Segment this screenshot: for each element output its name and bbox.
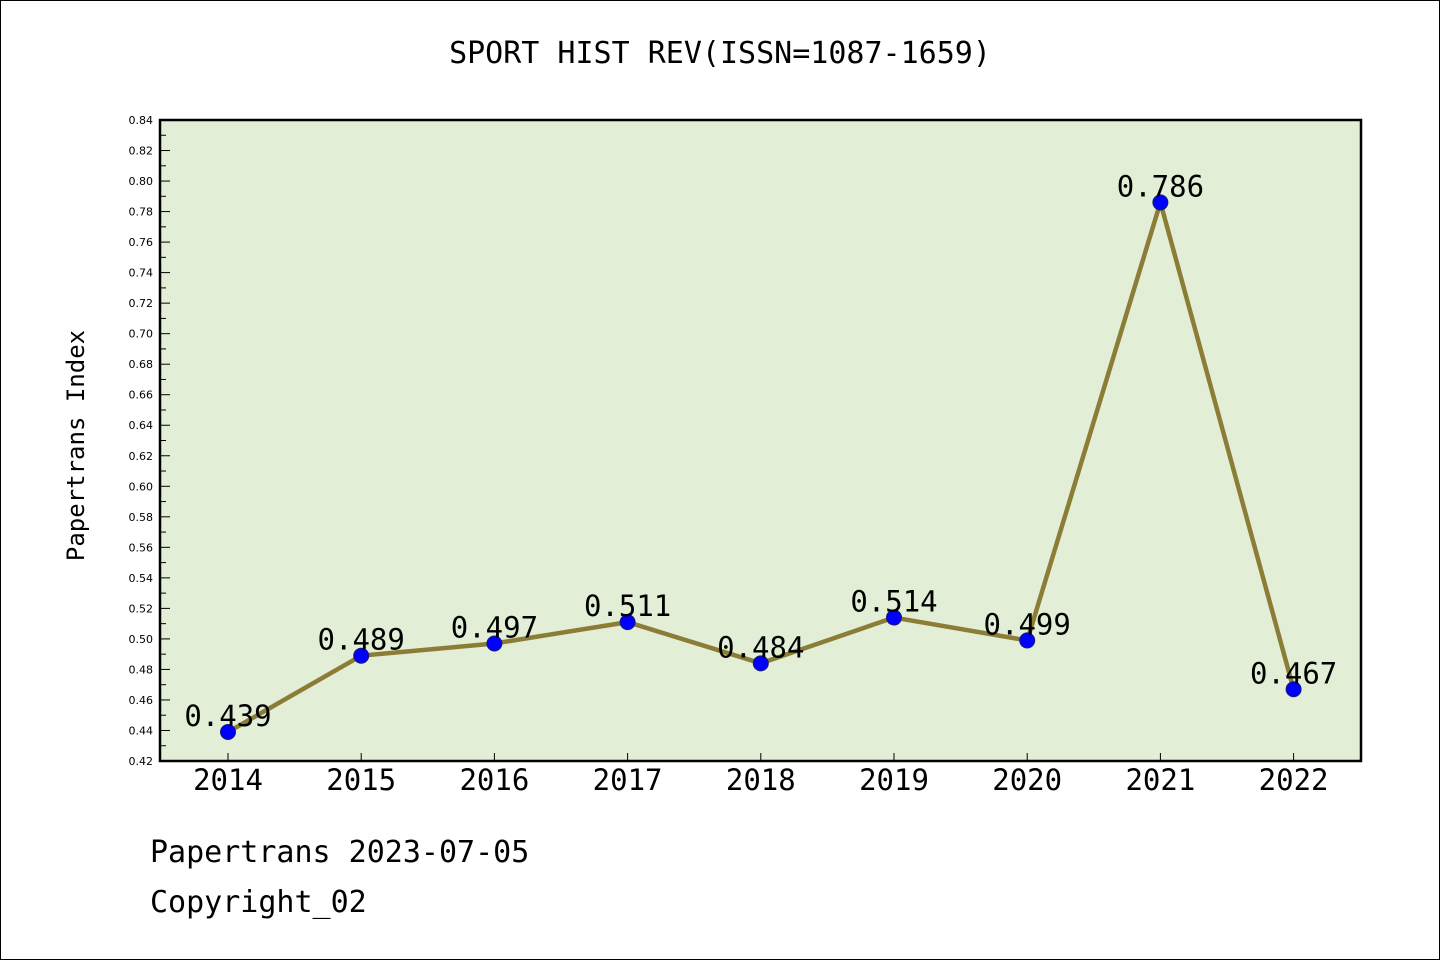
data-point [353, 647, 370, 664]
x-tick-label: 2016 [459, 763, 529, 797]
y-tick-label: 0.70 [129, 328, 154, 341]
data-label: 0.514 [850, 585, 937, 619]
data-label: 0.439 [184, 699, 271, 733]
y-tick-label: 0.66 [129, 389, 154, 402]
y-tick-label: 0.68 [129, 358, 154, 371]
chart-title: SPORT HIST REV(ISSN=1087-1659) [449, 36, 991, 71]
y-tick-label: 0.62 [129, 450, 154, 463]
x-tick-label: 2020 [992, 763, 1062, 797]
y-tick-label: 0.82 [129, 145, 154, 158]
x-tick-label: 2017 [593, 763, 663, 797]
data-point [486, 635, 503, 652]
data-point [619, 614, 636, 631]
y-tick-label: 0.42 [129, 755, 154, 768]
data-point [886, 609, 902, 626]
x-tick-label: 2018 [726, 763, 796, 797]
y-tick-label: 0.76 [129, 236, 154, 249]
x-tick-label: 2014 [193, 763, 263, 797]
y-tick-label: 0.56 [129, 541, 154, 554]
footer-date: Papertrans 2023-07-05 [150, 835, 530, 870]
y-tick-label: 0.84 [129, 114, 154, 127]
data-point [1285, 681, 1302, 698]
y-tick-label: 0.58 [129, 511, 154, 524]
data-label: 0.786 [1117, 169, 1204, 203]
y-tick-label: 0.52 [129, 602, 154, 615]
data-label: 0.499 [984, 607, 1071, 641]
footer-copyright: Copyright_02 [150, 885, 367, 920]
y-tick-label: 0.74 [129, 267, 154, 280]
data-point [752, 655, 769, 672]
y-tick-label: 0.80 [129, 175, 154, 188]
data-point [1152, 194, 1169, 211]
y-tick-label: 0.50 [129, 633, 154, 646]
y-tick-label: 0.48 [129, 663, 154, 676]
data-label: 0.511 [584, 589, 671, 623]
x-tick-label: 2019 [859, 763, 929, 797]
y-tick-label: 0.60 [129, 480, 154, 493]
plot-border [158, 118, 1363, 763]
y-tick-label: 0.72 [129, 297, 154, 310]
y-tick-label: 0.78 [129, 206, 154, 219]
y-tick-label: 0.44 [129, 724, 154, 737]
y-tick-label: 0.46 [129, 694, 154, 707]
x-tick-label: 2022 [1259, 763, 1329, 797]
y-tick-label: 0.64 [129, 419, 154, 432]
data-point [1019, 632, 1036, 649]
x-tick-label: 2015 [326, 763, 396, 797]
data-label: 0.484 [717, 630, 804, 664]
y-tick-label: 0.54 [129, 572, 154, 585]
y-axis-label: Papertrans Index [62, 330, 90, 561]
data-label: 0.489 [318, 623, 405, 657]
data-label: 0.467 [1250, 656, 1337, 690]
data-label: 0.497 [451, 610, 538, 644]
x-tick-label: 2021 [1125, 763, 1195, 797]
data-point [220, 724, 236, 741]
